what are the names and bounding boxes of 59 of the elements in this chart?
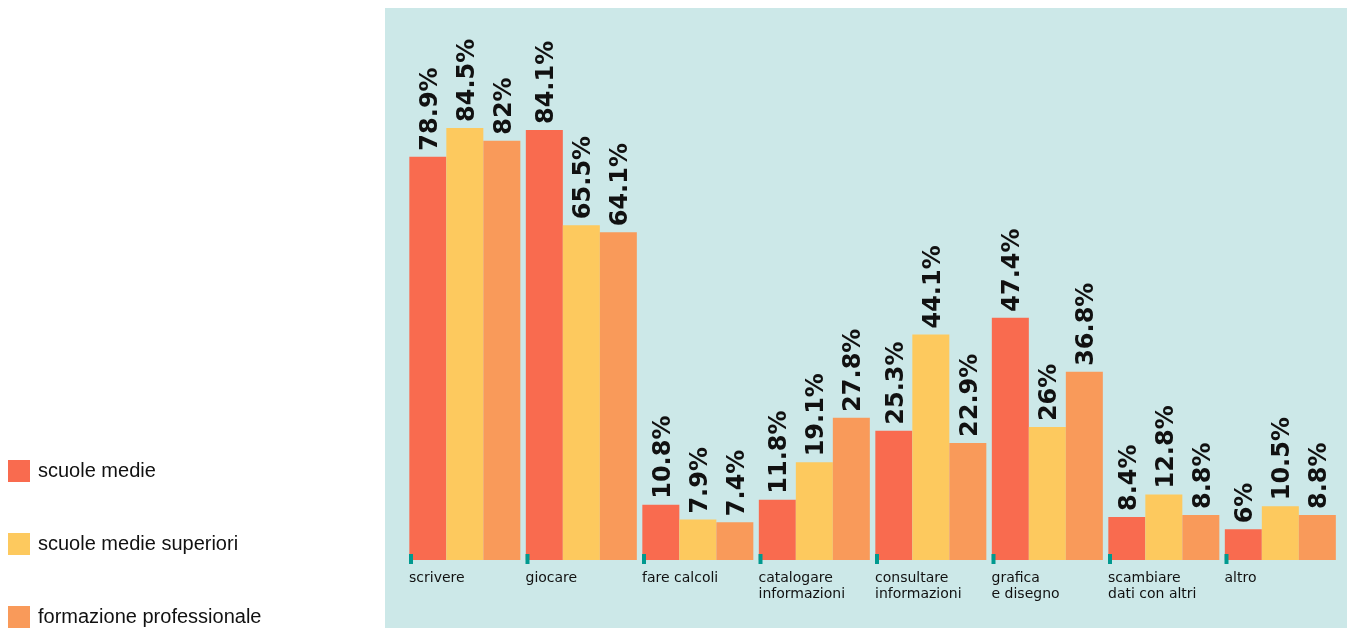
legend-label: scuole medie superiori bbox=[38, 532, 239, 555]
bar bbox=[599, 232, 637, 560]
bar bbox=[1108, 517, 1146, 560]
x-tick-label: scrivere bbox=[409, 569, 465, 585]
x-tick-label: consultare informazioni bbox=[875, 569, 962, 601]
bar bbox=[562, 225, 600, 560]
bar bbox=[716, 522, 754, 560]
bar bbox=[875, 430, 913, 560]
legend-label: scuole medie bbox=[38, 459, 156, 482]
data-label: 84.5% bbox=[451, 38, 480, 122]
bar bbox=[912, 334, 950, 560]
data-label: 8.8% bbox=[1187, 442, 1216, 510]
bar bbox=[642, 504, 680, 560]
data-label: 65.5% bbox=[568, 135, 597, 220]
bar bbox=[949, 442, 987, 560]
data-label: 82% bbox=[488, 77, 517, 135]
data-label: 47.4% bbox=[997, 228, 1026, 312]
bar bbox=[1145, 494, 1183, 560]
bar bbox=[679, 519, 717, 560]
bar bbox=[1065, 371, 1103, 560]
data-label: 27.8% bbox=[838, 328, 867, 412]
data-label: 36.8% bbox=[1071, 282, 1100, 366]
bar bbox=[1028, 427, 1066, 560]
x-tick-label: catalogare informazioni bbox=[758, 569, 846, 601]
data-label: 7.9% bbox=[684, 447, 713, 514]
data-label: 7.4% bbox=[721, 449, 750, 517]
data-label: 6% bbox=[1230, 482, 1259, 524]
bar bbox=[1261, 506, 1299, 560]
data-label: 11.8% bbox=[764, 410, 793, 494]
data-label: 22.9% bbox=[954, 353, 983, 437]
data-label: 10.8% bbox=[647, 415, 676, 499]
x-tick-label: scambiare dati con altri bbox=[1108, 569, 1197, 601]
bar bbox=[1298, 515, 1336, 560]
legend-label: formazione professionale bbox=[38, 605, 262, 628]
bar bbox=[795, 462, 833, 560]
bar bbox=[1224, 529, 1262, 560]
x-tick-label: giocare bbox=[525, 569, 578, 585]
data-label: 10.5% bbox=[1267, 417, 1296, 501]
data-label: 64.1% bbox=[605, 143, 634, 227]
data-label: 19.1% bbox=[801, 373, 830, 457]
data-label: 78.9% bbox=[414, 67, 443, 151]
bar bbox=[991, 317, 1029, 560]
data-label: 8.4% bbox=[1113, 444, 1142, 512]
x-tick-label: altro bbox=[1224, 569, 1257, 585]
x-tick-label: fare calcoli bbox=[642, 569, 719, 585]
bar bbox=[525, 130, 563, 560]
bar bbox=[758, 499, 796, 560]
data-label: 8.8% bbox=[1304, 442, 1333, 510]
x-tick-label: grafica e disegno bbox=[991, 569, 1060, 601]
data-label: 26% bbox=[1034, 363, 1063, 422]
bar bbox=[1182, 515, 1220, 560]
data-label: 84.1% bbox=[531, 40, 560, 125]
bar bbox=[483, 140, 521, 560]
data-label: 44.1% bbox=[917, 245, 946, 329]
bar bbox=[832, 417, 870, 560]
data-label: 25.3% bbox=[880, 341, 909, 425]
bar bbox=[409, 156, 447, 560]
data-label: 12.8% bbox=[1150, 405, 1179, 489]
bar bbox=[446, 128, 484, 560]
